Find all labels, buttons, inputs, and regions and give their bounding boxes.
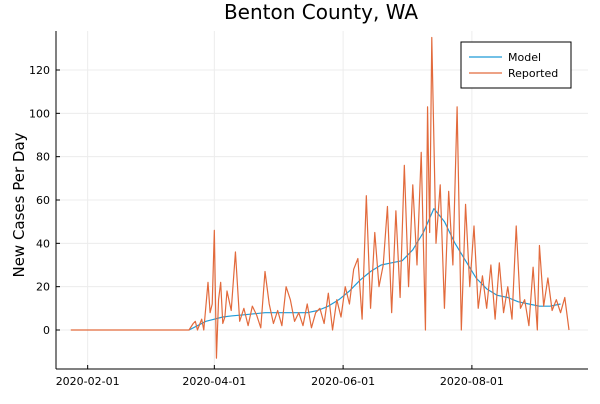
y-tick-label: 40 (36, 237, 50, 250)
legend: Model Reported (460, 41, 572, 89)
y-tick-label: 80 (36, 151, 50, 164)
x-tick-label: 2020-08-01 (440, 375, 504, 388)
y-tick-label: 100 (29, 107, 50, 120)
x-tick-label: 2020-02-01 (56, 375, 120, 388)
y-tick-label: 20 (36, 281, 50, 294)
legend-box (460, 41, 572, 89)
chart-title: Benton County, WA (224, 0, 418, 24)
series (70, 36, 570, 359)
y-tick-label: 120 (29, 64, 50, 77)
legend-label-reported: Reported (508, 67, 558, 80)
x-tick-label: 2020-04-01 (182, 375, 246, 388)
y-axis-label: New Cases Per Day (10, 132, 28, 277)
legend-label-model: Model (508, 51, 541, 64)
ticks: 0 20 40 60 80 100 120 2020-02-01 2020-04-01 2020-… (29, 64, 504, 388)
y-tick-label: 60 (36, 194, 50, 207)
x-tick-label: 2020-06-01 (311, 375, 375, 388)
y-tick-label: 0 (43, 324, 50, 337)
series-line-reported (70, 36, 570, 359)
